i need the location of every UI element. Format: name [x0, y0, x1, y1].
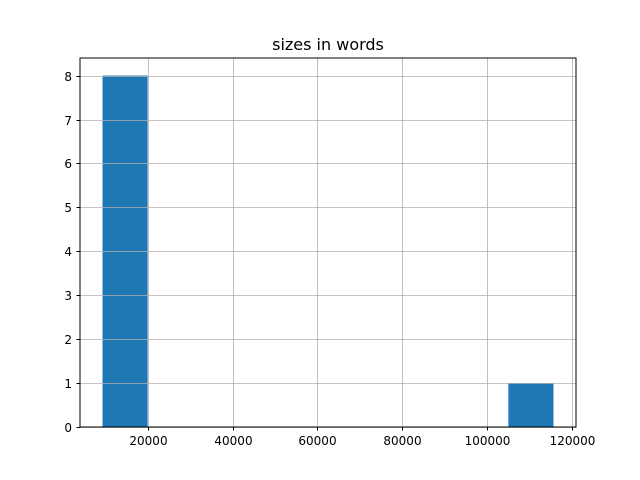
x-tick-label: 60000	[298, 434, 336, 448]
chart-title: sizes in words	[272, 35, 384, 54]
y-tick-label: 2	[64, 333, 72, 347]
y-tick-label: 7	[64, 114, 72, 128]
y-tick-label: 8	[64, 70, 72, 84]
x-tick-label: 20000	[129, 434, 167, 448]
x-tick-label: 100000	[465, 434, 511, 448]
x-tick-label: 40000	[214, 434, 252, 448]
plot-frame	[79, 57, 577, 428]
x-tick-label: 80000	[383, 434, 421, 448]
x-tick-label: 120000	[550, 434, 596, 448]
y-tick-label: 5	[64, 201, 72, 215]
y-tick-label: 1	[64, 377, 72, 391]
y-tick-label: 0	[64, 421, 72, 435]
y-tick-label: 4	[64, 245, 72, 259]
y-tick-label: 3	[64, 289, 72, 303]
y-tick-label: 6	[64, 157, 72, 171]
histogram-bar	[508, 383, 554, 427]
